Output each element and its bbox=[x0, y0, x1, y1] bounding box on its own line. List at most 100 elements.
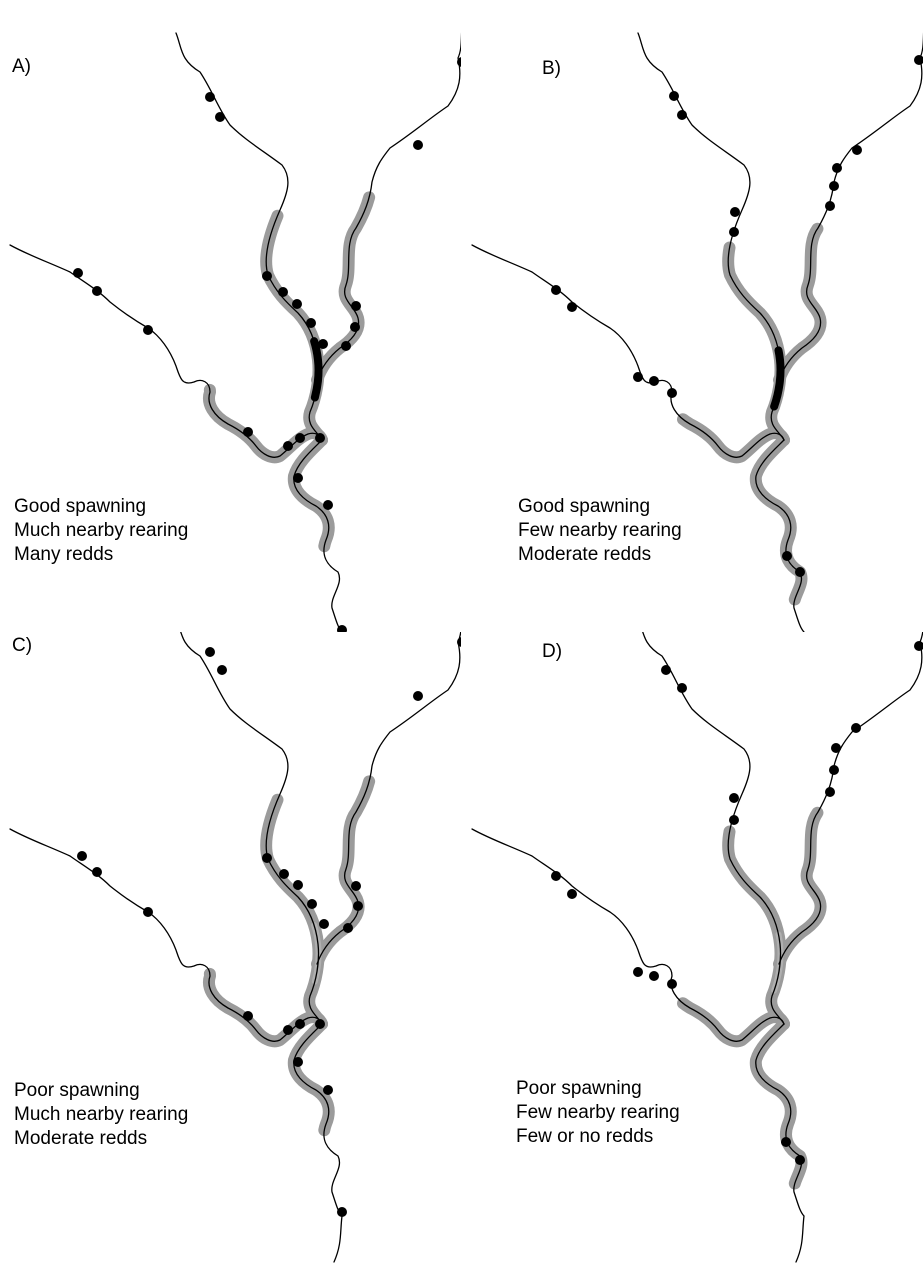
redd-marker bbox=[205, 647, 215, 657]
panel-c-river-network bbox=[4, 632, 461, 1264]
panel-c-label: C) bbox=[12, 635, 33, 656]
panel-c-caption-rearing: Much nearby rearing bbox=[14, 1104, 189, 1125]
redd-marker bbox=[293, 1057, 303, 1067]
redd-marker bbox=[567, 889, 577, 899]
panel-b-caption-rearing: Few nearby rearing bbox=[518, 520, 682, 541]
panel-b-label: B) bbox=[542, 58, 561, 79]
redd-marker bbox=[293, 880, 303, 890]
redd-marker bbox=[353, 901, 363, 911]
rearing-habitat-reach bbox=[311, 632, 461, 970]
redd-marker bbox=[551, 871, 561, 881]
redd-marker bbox=[781, 1137, 791, 1147]
redd-marker bbox=[341, 341, 351, 351]
redd-marker bbox=[337, 1207, 347, 1217]
redd-marker bbox=[729, 793, 739, 803]
rearing-habitat-reach bbox=[170, 27, 328, 446]
redd-marker bbox=[92, 867, 102, 877]
panel-d-caption-spawning: Poor spawning bbox=[516, 1078, 642, 1099]
redd-marker bbox=[677, 683, 687, 693]
redd-marker bbox=[351, 301, 361, 311]
redd-marker bbox=[307, 899, 317, 909]
panel-d-river-network bbox=[466, 632, 923, 1264]
redd-marker bbox=[852, 145, 862, 155]
redd-marker bbox=[293, 473, 303, 483]
stream-north bbox=[175, 32, 323, 441]
redd-marker bbox=[795, 567, 805, 577]
stream-northeast bbox=[316, 632, 461, 965]
good-spawning-reach bbox=[172, 29, 326, 444]
redd-marker bbox=[457, 57, 461, 67]
rearing-habitat-reach bbox=[749, 434, 810, 632]
panel-a-caption: Good spawning Much nearby rearing Many r… bbox=[14, 495, 188, 567]
panel-d-label: D) bbox=[542, 641, 563, 662]
stream-west bbox=[9, 244, 323, 458]
redd-marker bbox=[295, 433, 305, 443]
stream-north bbox=[637, 32, 785, 441]
redd-marker bbox=[667, 388, 677, 398]
redd-marker bbox=[567, 302, 577, 312]
redd-marker bbox=[278, 287, 288, 297]
panel-d-caption-rearing: Few nearby rearing bbox=[516, 1102, 680, 1123]
redd-marker bbox=[217, 665, 227, 675]
redd-marker bbox=[677, 110, 687, 120]
redd-marker bbox=[315, 1019, 325, 1029]
redd-marker bbox=[413, 691, 423, 701]
panel-c: C) Poor spawning Much nearby rearing Mod… bbox=[0, 632, 461, 1264]
panel-a-caption-spawning: Good spawning bbox=[14, 496, 147, 517]
redd-marker bbox=[143, 907, 153, 917]
redd-marker bbox=[92, 286, 102, 296]
rearing-habitat-reach bbox=[773, 7, 923, 386]
redd-marker bbox=[243, 1011, 253, 1021]
redd-marker bbox=[283, 1025, 293, 1035]
panel-d: D) Poor spawning Few nearby rearing Few … bbox=[462, 632, 923, 1264]
rearing-habitat-reach bbox=[311, 7, 461, 386]
redd-marker bbox=[831, 743, 841, 753]
redd-marker bbox=[318, 339, 328, 349]
redd-marker bbox=[633, 372, 643, 382]
redd-marker bbox=[729, 227, 739, 237]
redd-marker bbox=[457, 637, 461, 647]
redd-marker bbox=[661, 665, 671, 675]
redd-marker bbox=[295, 1019, 305, 1029]
panel-d-caption-redds: Few or no redds bbox=[516, 1126, 654, 1147]
stream-northeast bbox=[778, 32, 923, 381]
panel-a-caption-rearing: Much nearby rearing bbox=[14, 520, 189, 541]
stream-west bbox=[9, 828, 323, 1042]
redd-marker bbox=[851, 723, 861, 733]
stream-outlet bbox=[755, 1023, 805, 1263]
redd-marker bbox=[825, 787, 835, 797]
redd-marker bbox=[633, 967, 643, 977]
redd-marker bbox=[279, 869, 289, 879]
good-spawning-reach bbox=[634, 29, 788, 444]
panel-a-label: A) bbox=[12, 56, 31, 77]
redd-marker bbox=[551, 285, 561, 295]
redd-marker bbox=[669, 91, 679, 101]
redd-marker bbox=[413, 140, 423, 150]
redd-marker bbox=[292, 299, 302, 309]
panel-a-river-network bbox=[4, 7, 461, 632]
panel-a-caption-redds: Many redds bbox=[14, 544, 114, 565]
stream-north bbox=[180, 632, 323, 1025]
redd-marker bbox=[337, 625, 347, 632]
redd-marker bbox=[914, 55, 923, 65]
redd-marker bbox=[832, 163, 842, 173]
redd-marker bbox=[729, 815, 739, 825]
redd-marker bbox=[143, 325, 153, 335]
redd-marker bbox=[323, 500, 333, 510]
redd-marker bbox=[351, 881, 361, 891]
redd-marker bbox=[215, 112, 225, 122]
panel-c-caption: Poor spawning Much nearby rearing Modera… bbox=[14, 1079, 188, 1151]
rearing-habitat-reach bbox=[749, 1018, 810, 1264]
stream-northeast bbox=[778, 632, 923, 965]
redd-marker bbox=[829, 765, 839, 775]
redd-marker bbox=[825, 201, 835, 211]
panel-c-caption-spawning: Poor spawning bbox=[14, 1080, 140, 1101]
redd-marker bbox=[914, 641, 923, 651]
redd-marker bbox=[343, 923, 353, 933]
panel-d-caption: Poor spawning Few nearby rearing Few or … bbox=[516, 1077, 680, 1149]
redd-marker bbox=[782, 551, 792, 561]
redd-marker bbox=[77, 851, 87, 861]
redd-marker bbox=[306, 318, 316, 328]
redd-marker bbox=[205, 92, 215, 102]
redd-marker bbox=[350, 322, 360, 332]
